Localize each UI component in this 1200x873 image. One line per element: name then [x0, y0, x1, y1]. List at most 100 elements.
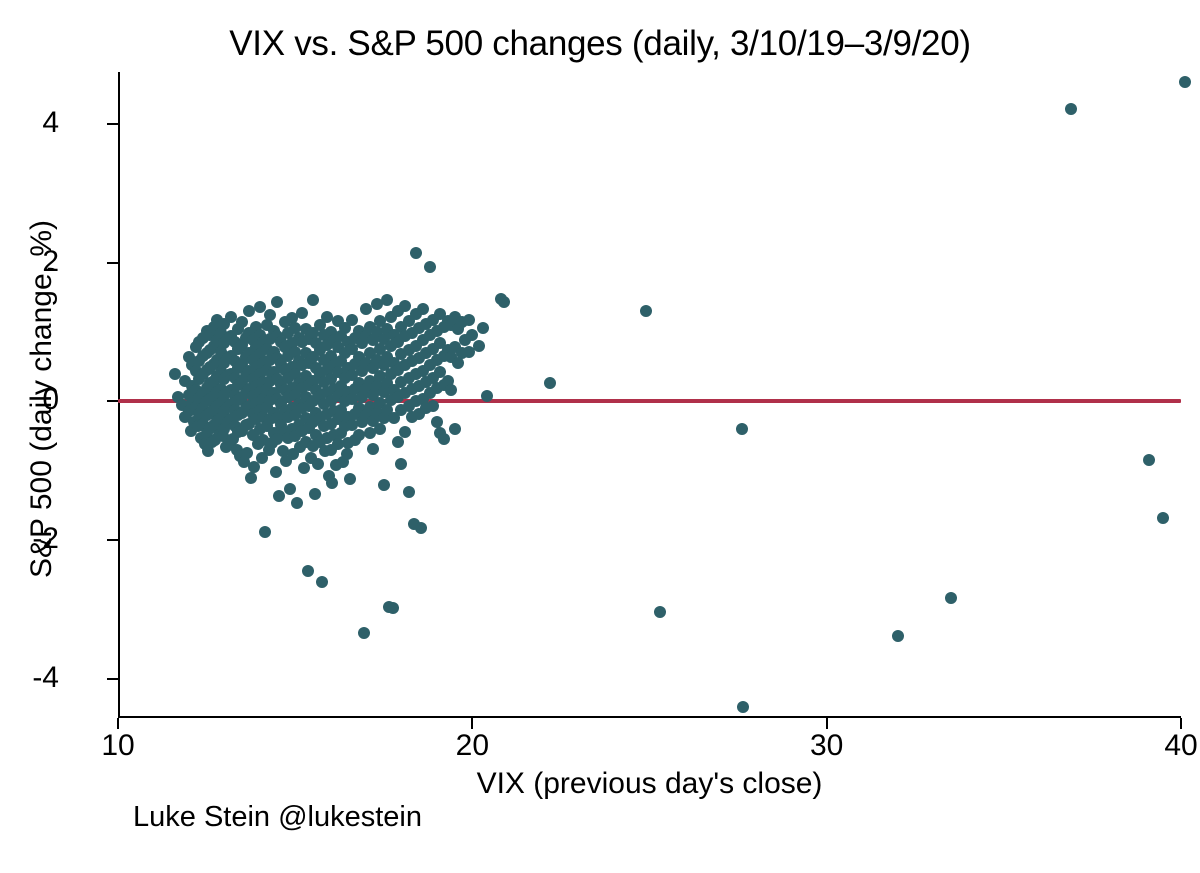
data-point	[427, 399, 440, 412]
y-tick-label: -2	[32, 522, 59, 556]
data-point	[301, 564, 314, 577]
data-point	[271, 295, 284, 308]
data-point	[370, 298, 383, 311]
data-point	[340, 448, 353, 461]
x-tick-mark	[117, 718, 119, 729]
data-point	[381, 294, 394, 307]
data-point	[891, 629, 904, 642]
data-point	[315, 575, 328, 588]
data-point	[386, 602, 399, 615]
data-point	[331, 438, 344, 451]
data-point	[241, 446, 254, 459]
data-point	[296, 306, 309, 319]
data-point	[243, 305, 256, 318]
data-point	[441, 374, 454, 387]
x-tick-mark	[1180, 718, 1182, 729]
data-point	[399, 425, 411, 438]
plot-area	[118, 72, 1191, 717]
data-point	[654, 606, 667, 619]
data-point	[416, 302, 429, 315]
data-point	[298, 462, 311, 475]
data-point	[306, 294, 319, 307]
data-point	[306, 327, 319, 340]
zero-reference-line	[118, 399, 1181, 404]
data-point	[289, 345, 302, 358]
y-tick-mark	[107, 261, 118, 264]
data-point	[448, 423, 461, 436]
data-point	[352, 428, 365, 441]
data-point	[237, 456, 250, 469]
data-point	[168, 367, 181, 380]
data-point	[399, 299, 411, 312]
data-point	[462, 313, 475, 326]
data-point	[944, 592, 957, 605]
data-point	[290, 496, 303, 509]
data-point	[269, 466, 282, 479]
data-point	[1143, 453, 1156, 466]
data-point	[324, 349, 337, 362]
x-tick-label: 40	[1164, 729, 1198, 762]
data-point	[202, 445, 215, 458]
x-axis-title: VIX (previous day's close)	[476, 767, 823, 800]
data-point	[437, 432, 450, 445]
data-point	[259, 525, 272, 538]
data-point	[402, 485, 415, 498]
data-point	[374, 423, 387, 436]
y-axis-spine	[118, 72, 120, 718]
data-point	[289, 367, 302, 380]
data-point	[466, 328, 479, 341]
data-point	[273, 489, 286, 502]
data-point	[1065, 102, 1078, 115]
data-point	[430, 416, 443, 429]
y-tick-mark	[107, 677, 118, 680]
data-point	[236, 316, 249, 329]
data-point	[248, 460, 261, 473]
data-point	[452, 356, 465, 369]
data-point	[244, 471, 257, 484]
data-point	[253, 301, 266, 314]
data-point	[285, 312, 298, 325]
data-point	[473, 339, 486, 352]
data-point	[377, 478, 390, 491]
data-point	[735, 423, 748, 436]
data-point	[409, 247, 422, 260]
y-tick-label: -4	[32, 660, 59, 694]
x-tick-label: 30	[809, 729, 844, 762]
data-point	[639, 305, 652, 318]
data-point	[476, 321, 489, 334]
data-point	[312, 457, 325, 470]
data-point	[264, 309, 277, 322]
data-point	[445, 384, 458, 397]
data-point	[276, 445, 289, 458]
data-point	[360, 302, 373, 315]
data-point	[345, 392, 358, 405]
data-point	[321, 310, 334, 323]
data-point	[498, 295, 511, 308]
data-point	[345, 419, 358, 432]
data-point	[344, 473, 357, 486]
x-axis-spine	[118, 716, 1181, 718]
data-point	[308, 488, 321, 501]
y-tick-mark	[107, 400, 118, 403]
y-tick-label: 0	[42, 383, 59, 417]
data-point	[423, 260, 436, 273]
data-point	[462, 345, 475, 358]
data-point	[367, 442, 380, 455]
data-point	[358, 627, 371, 640]
y-tick-mark	[107, 123, 118, 126]
data-point	[326, 477, 339, 490]
credit-line: Luke Stein @lukestein	[133, 801, 422, 833]
data-point	[737, 700, 750, 713]
chart-title: VIX vs. S&P 500 changes (daily, 3/10/19–…	[229, 24, 971, 63]
data-point	[1157, 511, 1170, 524]
data-point	[480, 389, 493, 402]
x-tick-label: 10	[101, 729, 135, 762]
data-point	[391, 435, 404, 448]
data-point	[395, 457, 408, 470]
data-point	[1178, 76, 1191, 89]
data-point	[283, 482, 296, 495]
data-point	[363, 427, 376, 440]
x-tick-mark	[471, 718, 474, 729]
y-tick-mark	[107, 539, 118, 542]
